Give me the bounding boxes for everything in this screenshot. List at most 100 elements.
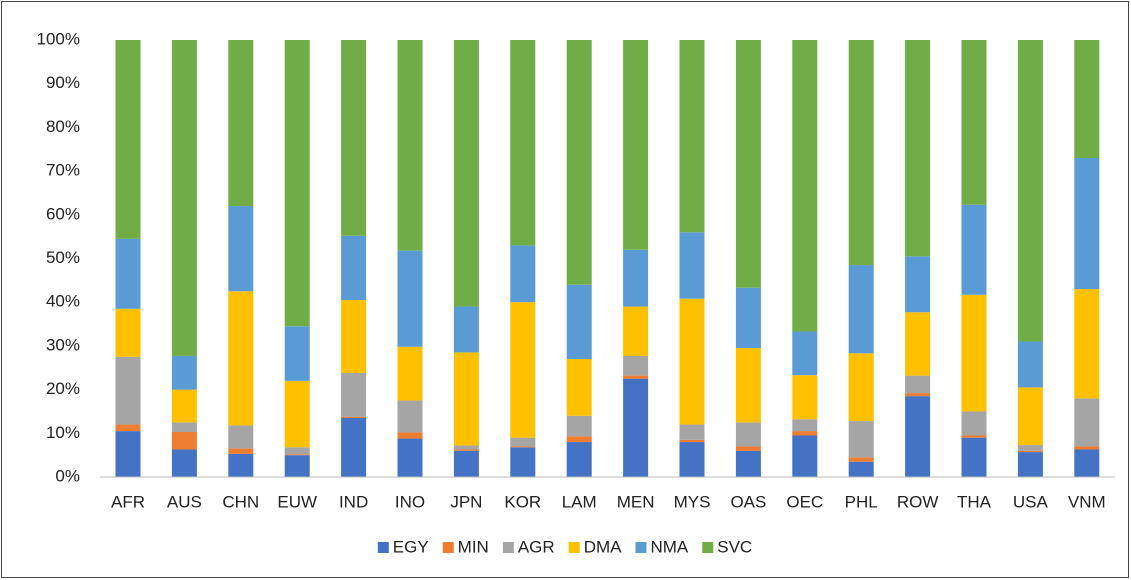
x-tick-label: EUW xyxy=(277,492,317,511)
bar-segment xyxy=(510,437,536,447)
y-tick-label: 60% xyxy=(46,204,80,223)
bar-segment xyxy=(961,40,987,205)
x-tick-label: OAS xyxy=(730,492,766,511)
bar-segment xyxy=(284,454,310,456)
bar-segment xyxy=(115,431,141,477)
bar-segment xyxy=(453,352,479,446)
x-tick-label: INO xyxy=(395,492,425,511)
bar-segment xyxy=(905,40,931,257)
bar-segment xyxy=(679,424,705,440)
y-tick-label: 100% xyxy=(37,29,80,48)
bar-segment xyxy=(397,400,423,433)
bar-segment xyxy=(1074,398,1100,447)
bar-segment xyxy=(1017,452,1043,477)
bar-segment xyxy=(284,455,310,477)
bar-segment xyxy=(1074,289,1100,399)
bar-segment xyxy=(905,393,931,397)
bar-segment xyxy=(510,40,536,246)
bar-segment xyxy=(792,375,818,420)
y-tick-label: 0% xyxy=(55,466,80,485)
x-tick-label: MEN xyxy=(617,492,655,511)
bar-segment xyxy=(284,326,310,381)
bar-segment xyxy=(792,419,818,432)
y-tick-label: 10% xyxy=(46,423,80,442)
bar-segment xyxy=(115,356,141,425)
bar-segment xyxy=(341,416,367,419)
bar-segment xyxy=(623,375,649,379)
bar-segment xyxy=(397,40,423,251)
bar-segment xyxy=(171,422,197,432)
bar-segment xyxy=(1017,445,1043,451)
bar-segment xyxy=(679,40,705,233)
bar-segment xyxy=(510,446,536,448)
bar-segment xyxy=(792,435,818,477)
legend-swatch xyxy=(377,542,389,553)
bar-segment xyxy=(284,40,310,327)
x-tick-label: PHL xyxy=(845,492,878,511)
bar-segment xyxy=(623,306,649,356)
bar-segment xyxy=(510,245,536,303)
bar-segment xyxy=(735,348,761,423)
x-tick-label: CHN xyxy=(222,492,259,511)
bar-segment xyxy=(566,40,592,285)
bar-segment xyxy=(228,448,254,454)
bar-segment xyxy=(341,235,367,301)
x-tick-label: VNM xyxy=(1068,492,1106,511)
bar-segment xyxy=(961,204,987,295)
y-tick-label: 20% xyxy=(46,379,80,398)
bar-segment xyxy=(453,306,479,353)
x-tick-label: AFR xyxy=(111,492,145,511)
y-tick-label: 80% xyxy=(46,117,80,136)
x-tick-label: ROW xyxy=(897,492,939,511)
bar-segment xyxy=(848,40,874,266)
bar-segment xyxy=(961,437,987,477)
bar-segment xyxy=(623,378,649,477)
bar-segment xyxy=(115,424,141,432)
bar-segment xyxy=(679,439,705,443)
y-tick-label: 40% xyxy=(46,292,80,311)
bar-segment xyxy=(1074,446,1100,450)
bar-segment xyxy=(566,359,592,416)
bar-segment xyxy=(228,453,254,477)
legend-label: NMA xyxy=(650,537,688,556)
bar-segment xyxy=(1017,387,1043,446)
bar-segment xyxy=(961,411,987,436)
bar-segment xyxy=(228,40,254,207)
legend-label: EGY xyxy=(393,537,429,556)
bar-segment xyxy=(623,355,649,376)
bar-segment xyxy=(735,446,761,451)
bar-segment xyxy=(115,238,141,309)
bar-segment xyxy=(453,450,479,477)
bar-segment xyxy=(792,431,818,436)
bar-segment xyxy=(510,302,536,438)
bar-segment xyxy=(341,300,367,373)
bar-segment xyxy=(228,425,254,449)
bar-segment xyxy=(341,372,367,417)
bar-segment xyxy=(905,312,931,376)
bar-segment xyxy=(1017,40,1043,342)
bar-segment xyxy=(341,418,367,477)
x-tick-label: IND xyxy=(339,492,368,511)
bar-segment xyxy=(397,250,423,347)
bar-segment xyxy=(735,40,761,288)
bar-segment xyxy=(735,287,761,349)
bar-segment xyxy=(453,449,479,451)
legend-swatch xyxy=(442,542,454,553)
bar-segment xyxy=(228,206,254,292)
bar-segment xyxy=(905,396,931,477)
x-tick-label: JPN xyxy=(450,492,482,511)
bar-segment xyxy=(171,389,197,423)
bar-segment xyxy=(961,294,987,412)
bar-segment xyxy=(453,40,479,307)
bar-segment xyxy=(566,415,592,437)
bar-segment xyxy=(171,40,197,356)
x-tick-label: USA xyxy=(1013,492,1049,511)
bar-segment xyxy=(735,450,761,477)
legend-label: DMA xyxy=(584,537,622,556)
bar-segment xyxy=(623,249,649,307)
bar-segment xyxy=(961,435,987,438)
bar-segment xyxy=(171,449,197,477)
bar-segment xyxy=(341,40,367,236)
legend-swatch xyxy=(568,542,580,553)
